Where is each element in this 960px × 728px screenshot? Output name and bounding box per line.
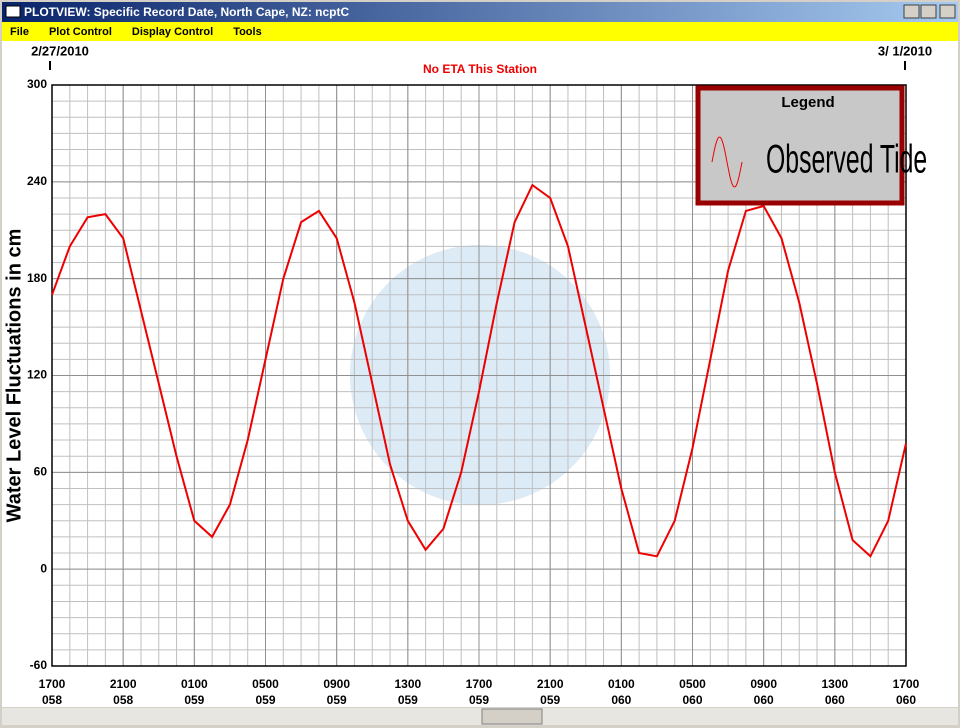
start-date: 2/27/2010 [31,43,89,58]
x-tick-label: 0100 [181,677,208,691]
scrollbar[interactable] [2,708,958,725]
x-tick-day: 059 [469,693,489,707]
close-button[interactable] [939,4,956,19]
menu-item[interactable]: File [10,26,29,38]
y-axis-label: Water Level Fluctuations in cm [3,229,25,523]
minimize-button[interactable] [903,4,920,19]
x-tick-label: 0500 [679,677,706,691]
x-tick-day: 060 [896,693,916,707]
x-tick-day: 060 [754,693,774,707]
title-bar [2,2,958,22]
x-tick-label: 2100 [110,677,137,691]
tide-line [51,183,907,558]
end-date: 3/ 1/2010 [878,43,932,58]
y-tick-label: -60 [30,658,48,672]
x-tick-label: 0900 [750,677,777,691]
x-tick-label: 2100 [537,677,564,691]
menu-item[interactable]: Plot Control [49,26,112,38]
y-tick-label: 120 [27,368,47,382]
x-tick-day: 059 [327,693,347,707]
x-tick-label: 1700 [893,677,920,691]
x-tick-day: 060 [682,693,702,707]
x-tick-label: 0900 [323,677,350,691]
x-tick-day: 060 [825,693,845,707]
y-tick-label: 300 [27,77,47,91]
y-tick-label: 240 [27,174,47,188]
x-tick-day: 058 [42,693,62,707]
menu-item[interactable]: Display Control [132,26,213,38]
menu-bar [2,22,958,41]
maximize-button[interactable] [920,4,937,19]
plot-frame [51,84,907,667]
menu-item[interactable]: Tools [233,26,262,38]
y-tick-label: 180 [27,271,47,285]
legend-swatch [711,136,743,188]
x-tick-day: 059 [184,693,204,707]
x-tick-label: 1700 [466,677,493,691]
subtitle: No ETA This Station [423,62,537,76]
x-tick-day: 060 [611,693,631,707]
x-tick-label: 1700 [39,677,66,691]
x-tick-day: 059 [398,693,418,707]
x-tick-label: 0500 [252,677,279,691]
x-tick-label: 1300 [394,677,421,691]
x-tick-label: 1300 [821,677,848,691]
x-tick-day: 059 [255,693,275,707]
y-tick-label: 0 [40,561,47,575]
y-tick-label: 60 [34,465,48,479]
window-title: PLOTVIEW: Specific Record Date, North Ca… [24,5,349,19]
app-icon [5,5,21,18]
x-tick-day: 058 [113,693,133,707]
x-tick-label: 0100 [608,677,635,691]
scroll-thumb[interactable] [481,708,543,725]
legend-title: Legend [781,94,834,111]
x-tick-day: 059 [540,693,560,707]
legend-entry: Observed Tide [766,138,927,182]
